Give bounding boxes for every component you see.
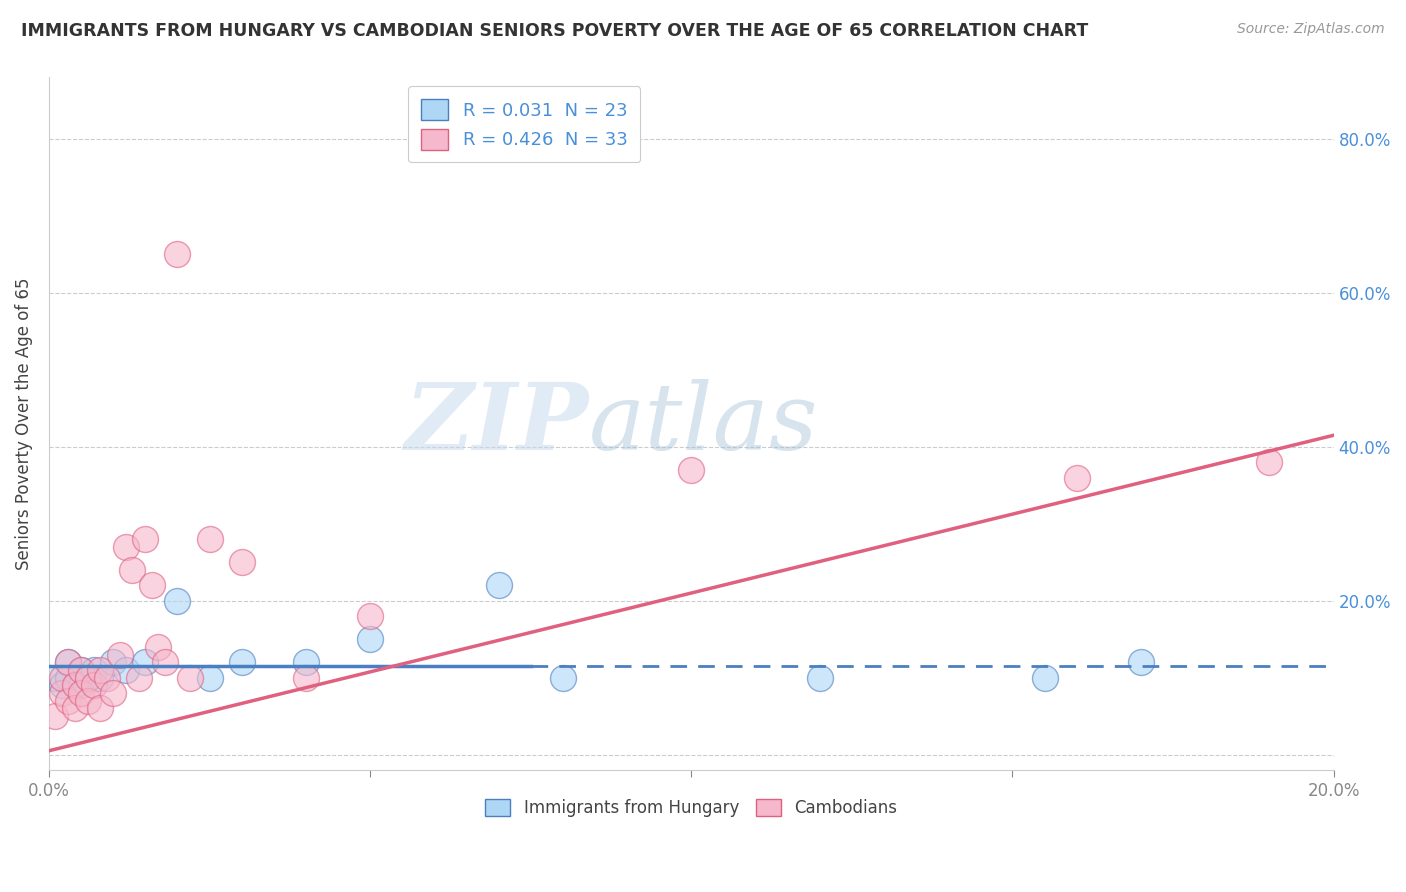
Point <box>63 701 86 715</box>
Point <box>551 671 574 685</box>
Text: Source: ZipAtlas.com: Source: ZipAtlas.com <box>1237 22 1385 37</box>
Point <box>146 640 169 654</box>
Text: atlas: atlas <box>589 379 818 468</box>
Point <box>103 686 125 700</box>
Point <box>76 694 98 708</box>
Point <box>121 563 143 577</box>
Point <box>808 671 831 685</box>
Point <box>70 663 93 677</box>
Point <box>44 671 66 685</box>
Point <box>76 671 98 685</box>
Point <box>231 555 253 569</box>
Point <box>58 655 80 669</box>
Point <box>198 532 221 546</box>
Text: ZIP: ZIP <box>405 379 589 468</box>
Point <box>83 663 105 677</box>
Point <box>89 671 111 685</box>
Point <box>295 671 318 685</box>
Point <box>128 671 150 685</box>
Point <box>96 671 118 685</box>
Point <box>1258 455 1281 469</box>
Point <box>359 632 381 647</box>
Point <box>89 663 111 677</box>
Point <box>153 655 176 669</box>
Point <box>681 463 703 477</box>
Point <box>58 671 80 685</box>
Point <box>134 655 156 669</box>
Point <box>83 678 105 692</box>
Point <box>295 655 318 669</box>
Legend: Immigrants from Hungary, Cambodians: Immigrants from Hungary, Cambodians <box>479 792 904 824</box>
Point <box>359 609 381 624</box>
Point <box>166 247 188 261</box>
Text: IMMIGRANTS FROM HUNGARY VS CAMBODIAN SENIORS POVERTY OVER THE AGE OF 65 CORRELAT: IMMIGRANTS FROM HUNGARY VS CAMBODIAN SEN… <box>21 22 1088 40</box>
Point <box>1129 655 1152 669</box>
Point <box>51 671 73 685</box>
Point <box>58 694 80 708</box>
Point <box>1066 470 1088 484</box>
Point <box>198 671 221 685</box>
Point <box>63 678 86 692</box>
Point <box>141 578 163 592</box>
Y-axis label: Seniors Poverty Over the Age of 65: Seniors Poverty Over the Age of 65 <box>15 277 32 570</box>
Point <box>103 655 125 669</box>
Point <box>70 678 93 692</box>
Point <box>1033 671 1056 685</box>
Point <box>488 578 510 592</box>
Point <box>51 686 73 700</box>
Point <box>70 663 93 677</box>
Point <box>58 655 80 669</box>
Point <box>115 540 138 554</box>
Point <box>76 671 98 685</box>
Point <box>166 593 188 607</box>
Point <box>63 678 86 692</box>
Point <box>51 678 73 692</box>
Point <box>115 663 138 677</box>
Point <box>89 701 111 715</box>
Point <box>70 686 93 700</box>
Point <box>44 709 66 723</box>
Point <box>134 532 156 546</box>
Point <box>108 648 131 662</box>
Point <box>231 655 253 669</box>
Point <box>179 671 201 685</box>
